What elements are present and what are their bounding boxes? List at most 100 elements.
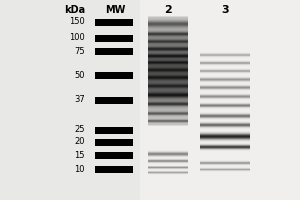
- Bar: [200, 160, 250, 161]
- Bar: [148, 95, 188, 96]
- Bar: [148, 92, 188, 94]
- Bar: [200, 57, 250, 58]
- Bar: [148, 119, 188, 120]
- Bar: [148, 48, 188, 49]
- Bar: [148, 89, 188, 90]
- Bar: [148, 55, 188, 56]
- Bar: [148, 46, 188, 47]
- Bar: [148, 18, 188, 20]
- Bar: [148, 105, 188, 106]
- Bar: [148, 42, 188, 43]
- Bar: [200, 117, 250, 118]
- Bar: [148, 63, 188, 64]
- Bar: [148, 25, 188, 26]
- Bar: [148, 69, 188, 70]
- Bar: [148, 58, 188, 59]
- Bar: [148, 60, 188, 62]
- Bar: [148, 26, 188, 27]
- Bar: [148, 87, 188, 88]
- Bar: [148, 71, 188, 72]
- Bar: [200, 106, 250, 107]
- Bar: [148, 121, 188, 122]
- Bar: [148, 120, 188, 121]
- Bar: [148, 113, 188, 114]
- Bar: [148, 52, 188, 53]
- Bar: [148, 171, 188, 172]
- Bar: [148, 22, 188, 23]
- Bar: [148, 43, 188, 45]
- Bar: [148, 37, 188, 38]
- Bar: [148, 60, 188, 61]
- Bar: [148, 99, 188, 100]
- Bar: [148, 154, 188, 155]
- Bar: [148, 24, 188, 25]
- Bar: [95, 152, 133, 158]
- Bar: [148, 172, 188, 173]
- Bar: [148, 57, 188, 58]
- Bar: [148, 123, 188, 124]
- Bar: [200, 124, 250, 125]
- Bar: [148, 83, 188, 84]
- Bar: [148, 68, 188, 70]
- Bar: [148, 114, 188, 115]
- Bar: [148, 99, 188, 100]
- Bar: [148, 28, 188, 29]
- Bar: [148, 93, 188, 94]
- Bar: [148, 74, 188, 75]
- Bar: [148, 106, 188, 107]
- Bar: [200, 95, 250, 96]
- Bar: [148, 33, 188, 34]
- Bar: [148, 23, 188, 24]
- Bar: [148, 118, 188, 119]
- Bar: [148, 29, 188, 30]
- Bar: [148, 75, 188, 76]
- Bar: [148, 36, 188, 38]
- Bar: [148, 89, 188, 90]
- Bar: [200, 139, 250, 140]
- Bar: [148, 38, 188, 40]
- Bar: [148, 41, 188, 43]
- Bar: [200, 79, 250, 80]
- Bar: [200, 138, 250, 139]
- Bar: [148, 166, 188, 167]
- Bar: [148, 50, 188, 51]
- Bar: [148, 71, 188, 72]
- Bar: [148, 98, 188, 99]
- Bar: [148, 77, 188, 78]
- Bar: [148, 65, 188, 66]
- Bar: [148, 156, 188, 157]
- Bar: [148, 84, 188, 85]
- Bar: [148, 30, 188, 31]
- Bar: [200, 52, 250, 53]
- Bar: [95, 127, 133, 134]
- Text: 2: 2: [164, 5, 172, 15]
- Bar: [148, 161, 188, 162]
- Bar: [148, 115, 188, 116]
- Bar: [148, 20, 188, 21]
- Bar: [148, 52, 188, 53]
- Text: kDa: kDa: [64, 5, 86, 15]
- Text: 15: 15: [74, 150, 85, 160]
- Bar: [200, 93, 250, 94]
- Bar: [148, 103, 188, 104]
- Bar: [200, 162, 250, 163]
- Bar: [148, 47, 188, 48]
- Bar: [148, 122, 188, 123]
- Bar: [148, 64, 188, 65]
- Bar: [200, 136, 250, 137]
- Bar: [148, 110, 188, 111]
- Bar: [148, 158, 188, 159]
- Bar: [148, 79, 188, 80]
- Bar: [148, 94, 188, 96]
- Bar: [200, 146, 250, 147]
- Bar: [148, 88, 188, 90]
- Bar: [148, 16, 188, 18]
- Bar: [200, 90, 250, 91]
- Bar: [148, 91, 188, 92]
- Text: 20: 20: [74, 138, 85, 146]
- Bar: [148, 100, 188, 102]
- Bar: [148, 76, 188, 77]
- Bar: [148, 116, 188, 117]
- Bar: [148, 23, 188, 24]
- Bar: [148, 42, 188, 44]
